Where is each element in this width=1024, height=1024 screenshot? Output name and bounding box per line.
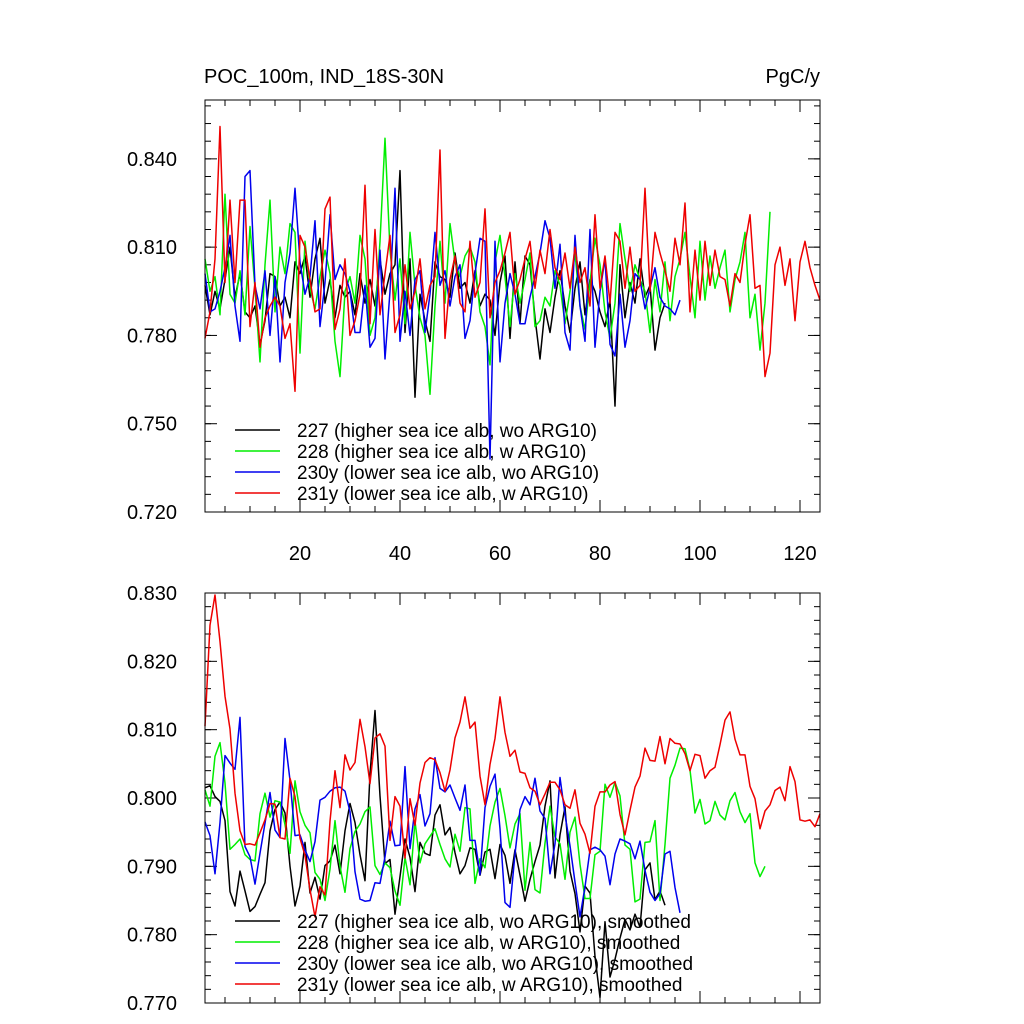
y-tick-label: 0.750 bbox=[127, 414, 177, 436]
y-tick-label: 0.830 bbox=[127, 583, 177, 605]
y-tick-label: 0.780 bbox=[127, 325, 177, 347]
legend-entry: 230y (lower sea ice alb, wo ARG10), smoo… bbox=[297, 954, 693, 975]
y-tick-label: 0.720 bbox=[127, 502, 177, 524]
legend-entry: 227 (higher sea ice alb, wo ARG10) bbox=[297, 421, 597, 442]
top-plot-frame bbox=[204, 99, 821, 513]
top-panel: POC_100m, IND_18S-30N PgC/y 0.7200.7500.… bbox=[127, 66, 821, 565]
y-tick-label: 0.820 bbox=[127, 651, 177, 673]
legend-entry: 230y (lower sea ice alb, wo ARG10) bbox=[297, 463, 599, 484]
legend-entry: 228 (higher sea ice alb, w ARG10) bbox=[297, 442, 586, 463]
y-tick-label: 0.770 bbox=[127, 993, 177, 1015]
y-tick-label: 0.840 bbox=[127, 149, 177, 171]
series-line-3 bbox=[204, 125, 821, 393]
x-tick-label: 120 bbox=[783, 543, 816, 565]
y-tick-label: 0.810 bbox=[127, 237, 177, 259]
bottom-legend: 227 (higher sea ice alb, wo ARG10), smoo… bbox=[235, 912, 693, 996]
legend-entry: 231y (lower sea ice alb, w ARG10), smoot… bbox=[297, 975, 682, 996]
legend-entry: 227 (higher sea ice alb, wo ARG10), smoo… bbox=[297, 912, 691, 933]
legend-entry: 228 (higher sea ice alb, w ARG10), smoot… bbox=[297, 933, 680, 954]
series-line-1 bbox=[204, 741, 766, 907]
x-tick-label: 100 bbox=[683, 543, 716, 565]
series-line-2 bbox=[204, 716, 681, 918]
bottom-series-lines bbox=[204, 594, 821, 999]
y-tick-label: 0.790 bbox=[127, 856, 177, 878]
x-tick-label: 80 bbox=[589, 543, 611, 565]
y-tick-label: 0.800 bbox=[127, 788, 177, 810]
top-legend: 227 (higher sea ice alb, wo ARG10)228 (h… bbox=[235, 421, 599, 505]
x-tick-label: 40 bbox=[389, 543, 411, 565]
x-tick-label: 60 bbox=[489, 543, 511, 565]
chart-title: POC_100m, IND_18S-30N bbox=[204, 66, 444, 88]
legend-entry: 231y (lower sea ice alb, w ARG10) bbox=[297, 484, 588, 505]
y-tick-label: 0.780 bbox=[127, 925, 177, 947]
bottom-axes: 0.770 0.780 0.790 0.800 0.810 0.820 0.830 bbox=[127, 583, 820, 1015]
bottom-plot-frame bbox=[204, 592, 821, 1004]
bottom-panel: 0.770 0.780 0.790 0.800 0.810 0.820 0.830 227 … bbox=[127, 583, 821, 1015]
y-tick-label: 0.810 bbox=[127, 720, 177, 742]
top-axes: 0.720 0.750 0.780 0.810 0.840 20 40 60 80 100 120 bbox=[127, 100, 820, 565]
chart-units: PgC/y bbox=[766, 66, 820, 88]
series-line-3 bbox=[204, 594, 821, 918]
x-tick-label: 20 bbox=[289, 543, 311, 565]
top-series-lines bbox=[204, 125, 821, 460]
